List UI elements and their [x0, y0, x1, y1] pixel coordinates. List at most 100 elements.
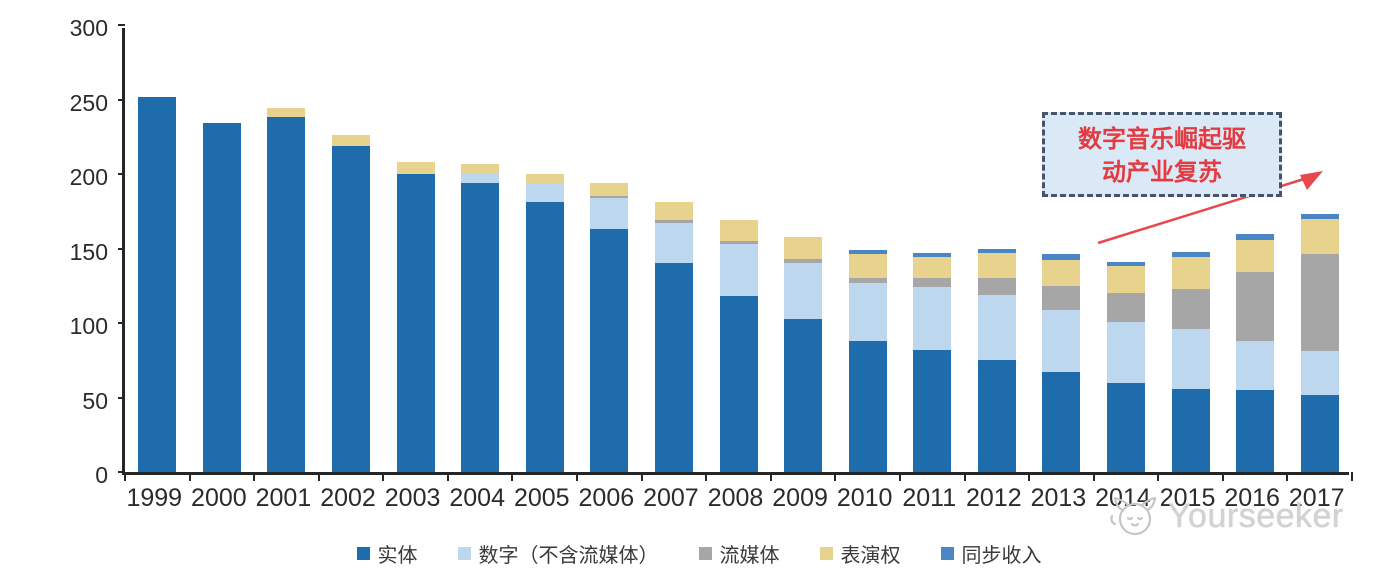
y-tick [118, 24, 125, 26]
bar-segment [396, 162, 435, 174]
bar-segment [654, 220, 693, 224]
x-axis-label: 2004 [449, 484, 505, 512]
x-tick [1351, 472, 1353, 481]
bar-segment [1171, 328, 1210, 389]
bar-segment [1171, 251, 1210, 258]
bar-segment [1042, 260, 1081, 286]
bar-segment [1300, 254, 1339, 352]
bar-segment [1042, 309, 1081, 373]
x-tick [898, 472, 901, 481]
bar-segment [848, 282, 887, 341]
x-axis-label: 2013 [1030, 484, 1087, 512]
x-tick [834, 472, 837, 481]
bar-segment [461, 174, 500, 183]
x-axis-label: 2009 [772, 484, 828, 512]
bar-segment [590, 182, 629, 197]
bar-segment [267, 117, 306, 472]
bar-segment [977, 248, 1016, 253]
legend-label: 数字（不含流媒体） [478, 543, 659, 567]
bar-segment [848, 278, 887, 283]
y-tick [118, 471, 125, 473]
y-axis-label: 200 [69, 164, 108, 190]
x-axis-label: 2016 [1224, 484, 1280, 512]
bar-segment [1106, 261, 1145, 267]
x-axis-label: 2000 [191, 484, 247, 512]
legend-swatch-icon [356, 547, 370, 560]
bar-segment [913, 349, 952, 472]
bar-segment [1236, 233, 1275, 240]
bar-segment [1106, 321, 1145, 383]
bar-segment [719, 296, 758, 472]
y-axis-label: 150 [69, 238, 108, 265]
legend-item: 表演权 [819, 539, 901, 568]
x-tick [1157, 472, 1160, 481]
x-axis-label: 2011 [902, 484, 957, 512]
bar-segment [1171, 388, 1210, 472]
x-axis-label: 1999 [126, 484, 183, 512]
x-tick [188, 472, 191, 481]
bar-segment [784, 258, 823, 264]
x-tick [1286, 472, 1289, 481]
bar-segment [1106, 382, 1145, 472]
bar-segment [1300, 218, 1339, 255]
bar-segment [848, 254, 887, 279]
y-axis-label: 0 [95, 462, 108, 488]
bar-segment [719, 220, 758, 242]
bar-segment [396, 174, 435, 472]
bar-segment [1300, 214, 1339, 219]
bar-segment [1106, 293, 1145, 322]
bar-segment [719, 244, 758, 297]
x-tick [769, 472, 772, 481]
bar-segment [913, 278, 952, 288]
bar-segment [267, 108, 306, 118]
bar-segment [1171, 257, 1210, 289]
bar-segment [913, 252, 952, 258]
legend-item: 同步收入 [940, 539, 1042, 568]
bar-segment [654, 223, 693, 264]
bar-segment [784, 236, 823, 259]
bar-segment [138, 96, 177, 472]
bar-segment [784, 318, 823, 472]
plot-area [118, 24, 1353, 481]
x-tick [511, 472, 514, 481]
bar-segment [1171, 288, 1210, 329]
bar-segment [525, 174, 564, 185]
bar-segment [977, 294, 1016, 361]
x-axis-label: 2007 [643, 484, 699, 512]
x-axis-label: 2014 [1095, 484, 1151, 512]
x-axis-label: 2017 [1288, 484, 1345, 512]
legend-label: 实体 [377, 543, 418, 567]
y-tick [118, 247, 125, 250]
x-axis-label: 2003 [384, 484, 441, 512]
x-tick [446, 472, 449, 481]
bar-segment [1300, 351, 1339, 395]
y-tick [118, 98, 125, 101]
y-axis-label: 300 [69, 15, 108, 41]
annotation-text-line2: 动产业复苏 [1102, 156, 1222, 186]
cat-logo-icon [1110, 496, 1157, 536]
bar-segment [461, 163, 500, 174]
annotation-box: 数字音乐崛起驱 动产业复苏 [1042, 112, 1282, 197]
legend-swatch-icon [940, 547, 954, 560]
x-tick [1221, 472, 1224, 481]
bar-segment [1236, 239, 1275, 273]
bar-segment [525, 184, 564, 203]
legend-label: 流媒体 [719, 543, 780, 567]
bar-segment [848, 340, 887, 472]
x-tick [253, 472, 256, 481]
x-axis-label: 2010 [836, 484, 893, 512]
bar-segment [977, 278, 1016, 295]
y-axis-label: 100 [69, 313, 108, 339]
watermark-text: Yourseeker [1168, 496, 1344, 535]
legend: 实体 数字（不含流媒体） 流媒体 表演权 同步收入 [0, 539, 1398, 568]
y-axis-label: 50 [82, 387, 108, 414]
legend-swatch-icon [457, 547, 471, 560]
bar-segment [590, 196, 629, 198]
bar-segment [1236, 390, 1275, 472]
x-axis-label: 2008 [707, 484, 764, 512]
x-tick [1092, 472, 1095, 481]
legend-item: 流媒体 [698, 539, 780, 568]
bar-segment [1236, 272, 1275, 341]
bar-segment [1300, 394, 1339, 472]
x-tick [1028, 472, 1031, 481]
